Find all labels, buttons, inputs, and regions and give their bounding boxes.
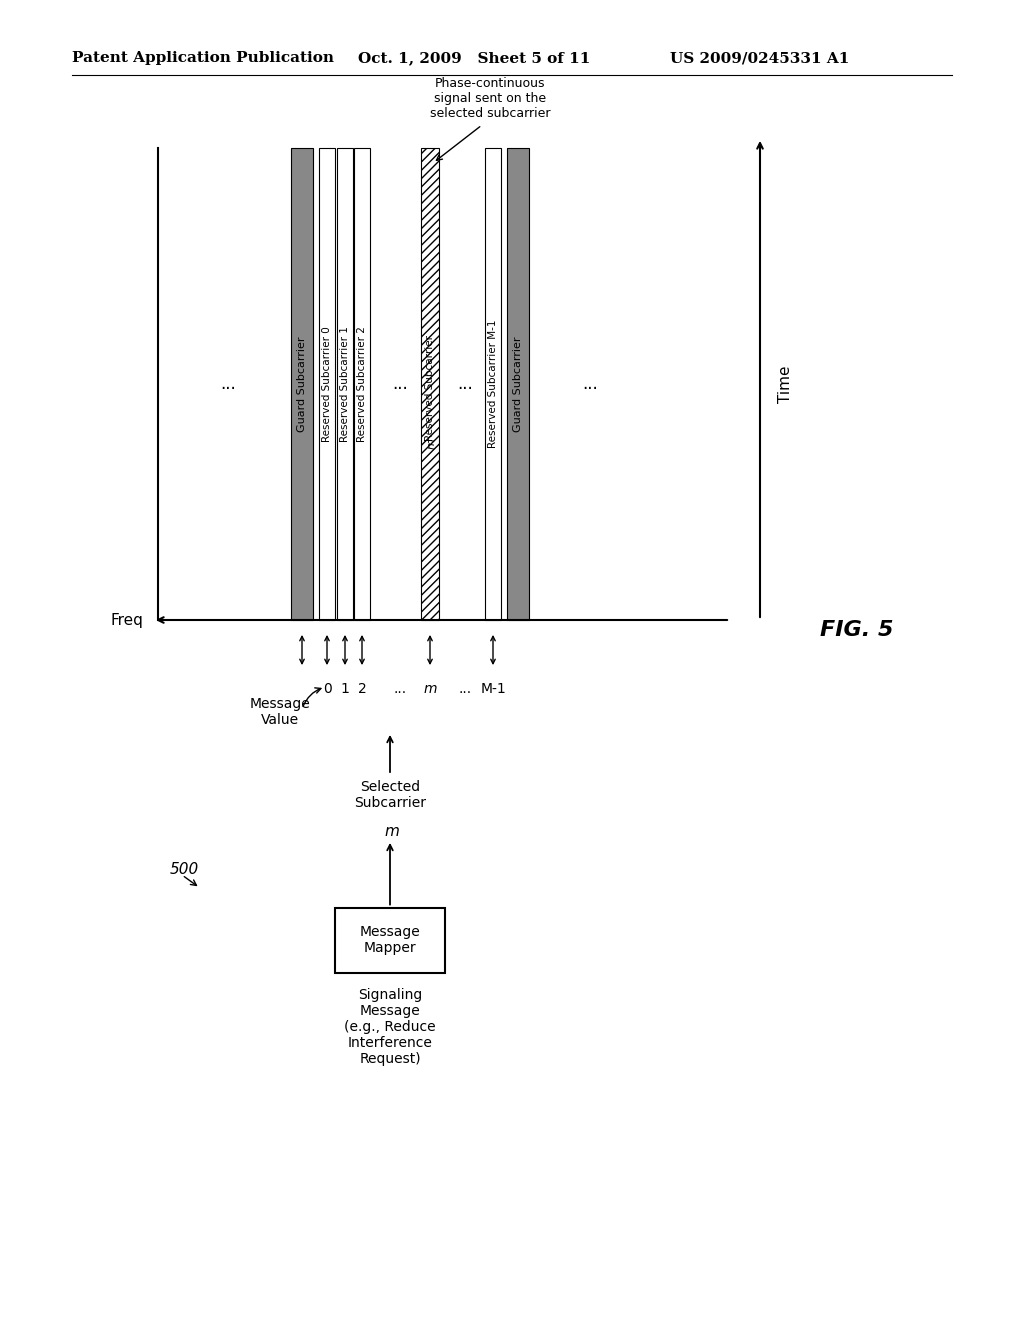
Text: Patent Application Publication: Patent Application Publication [72, 51, 334, 65]
Text: Freq: Freq [111, 612, 143, 627]
Bar [337, 148, 353, 620]
Text: ...: ... [457, 375, 473, 393]
Text: Reserved Subcarrier 1: Reserved Subcarrier 1 [340, 326, 350, 442]
Text: Guard Subcarrier: Guard Subcarrier [297, 337, 307, 432]
Text: Phase-continuous
signal sent on the
selected subcarrier: Phase-continuous signal sent on the sele… [430, 77, 550, 120]
Text: Oct. 1, 2009   Sheet 5 of 11: Oct. 1, 2009 Sheet 5 of 11 [358, 51, 591, 65]
Bar [421, 148, 439, 620]
Text: 500: 500 [170, 862, 200, 878]
Bar [335, 908, 445, 973]
Text: 0: 0 [323, 682, 332, 696]
Text: m: m [427, 438, 436, 449]
Text: US 2009/0245331 A1: US 2009/0245331 A1 [670, 51, 849, 65]
Bar [485, 148, 501, 620]
Text: Signaling
Message
(e.g., Reduce
Interference
Request): Signaling Message (e.g., Reduce Interfer… [344, 987, 436, 1067]
Text: M-1: M-1 [480, 682, 506, 696]
Text: m: m [385, 824, 399, 840]
Bar [507, 148, 529, 620]
Text: Selected
Subcarrier: Selected Subcarrier [354, 780, 426, 810]
Text: ...: ... [393, 682, 407, 696]
Text: Message
Value: Message Value [250, 697, 310, 727]
Text: m: m [423, 682, 437, 696]
Text: Guard Subcarrier: Guard Subcarrier [513, 337, 523, 432]
Text: ...: ... [220, 375, 236, 393]
Text: ...: ... [392, 375, 408, 393]
Text: ...: ... [459, 682, 472, 696]
Text: 1: 1 [341, 682, 349, 696]
Text: Message
Mapper: Message Mapper [359, 925, 421, 956]
Text: Reserved Subcarrier M-1: Reserved Subcarrier M-1 [488, 319, 498, 449]
Bar [354, 148, 370, 620]
Bar [291, 148, 313, 620]
Text: ...: ... [582, 375, 598, 393]
Text: 2: 2 [357, 682, 367, 696]
Text: Reserved Subcarrier 0: Reserved Subcarrier 0 [322, 326, 332, 442]
Text: FIG. 5: FIG. 5 [820, 620, 894, 640]
Text: Reserved Subcarrier: Reserved Subcarrier [425, 327, 435, 441]
Bar [319, 148, 335, 620]
Text: Reserved Subcarrier 2: Reserved Subcarrier 2 [357, 326, 367, 442]
Text: Time: Time [778, 366, 793, 403]
